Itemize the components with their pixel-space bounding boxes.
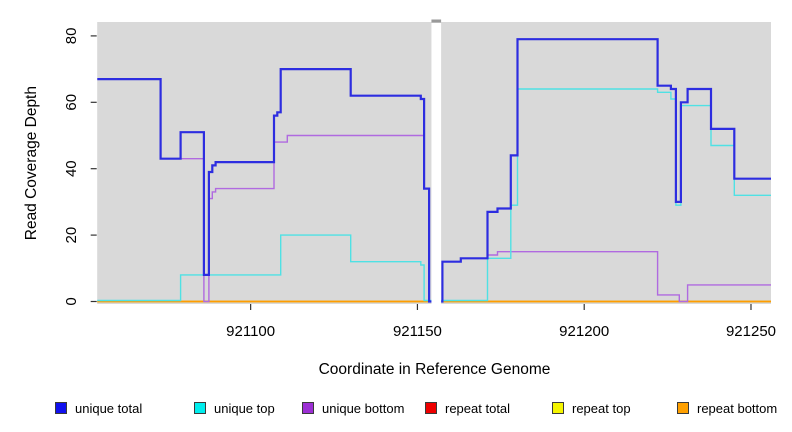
svg-text:40: 40 — [63, 160, 80, 177]
legend-swatch-unique-total — [55, 402, 67, 414]
legend-label-unique-top: unique top — [214, 400, 275, 416]
legend-swatch-repeat-bottom — [677, 402, 689, 414]
legend-item-repeat-top: repeat top — [552, 399, 631, 417]
legend-label-repeat-bottom: repeat bottom — [697, 400, 778, 416]
legend-item-repeat-bottom: repeat bottom — [677, 399, 777, 417]
legend-label-repeat-total: repeat total — [445, 400, 511, 416]
svg-text:921250: 921250 — [726, 323, 776, 340]
y-axis-label: Read Coverage Depth — [23, 85, 40, 241]
legend-label-unique-bottom: unique bottom — [322, 400, 405, 416]
legend-item-unique-total: unique total — [55, 399, 142, 417]
legend-item-repeat-total: repeat total — [425, 399, 510, 417]
legend-item-unique-top: unique top — [194, 399, 275, 417]
legend-swatch-repeat-top — [552, 402, 564, 414]
svg-text:921150: 921150 — [393, 323, 442, 340]
svg-text:0: 0 — [63, 297, 80, 305]
x-axis-label: Coordinate in Reference Genome — [318, 361, 551, 378]
legend-item-unique-bottom: unique bottom — [302, 399, 404, 417]
svg-text:80: 80 — [63, 28, 80, 45]
coverage-chart: 921100 921150 921200 921250 0 20 40 60 80 — [63, 19, 776, 340]
chart-legend: unique total unique top unique bottom re… — [0, 399, 792, 419]
legend-swatch-unique-top — [194, 402, 206, 414]
legend-swatch-repeat-total — [425, 402, 437, 414]
svg-text:60: 60 — [63, 94, 80, 111]
svg-text:921100: 921100 — [226, 323, 275, 340]
y-axis-label-wrap: Read Coverage Depth — [22, 22, 42, 304]
legend-label-unique-total: unique total — [75, 400, 143, 416]
legend-swatch-unique-bottom — [302, 402, 314, 414]
legend-label-repeat-top: repeat top — [572, 400, 631, 416]
svg-text:921200: 921200 — [559, 323, 609, 340]
svg-text:20: 20 — [63, 227, 80, 244]
